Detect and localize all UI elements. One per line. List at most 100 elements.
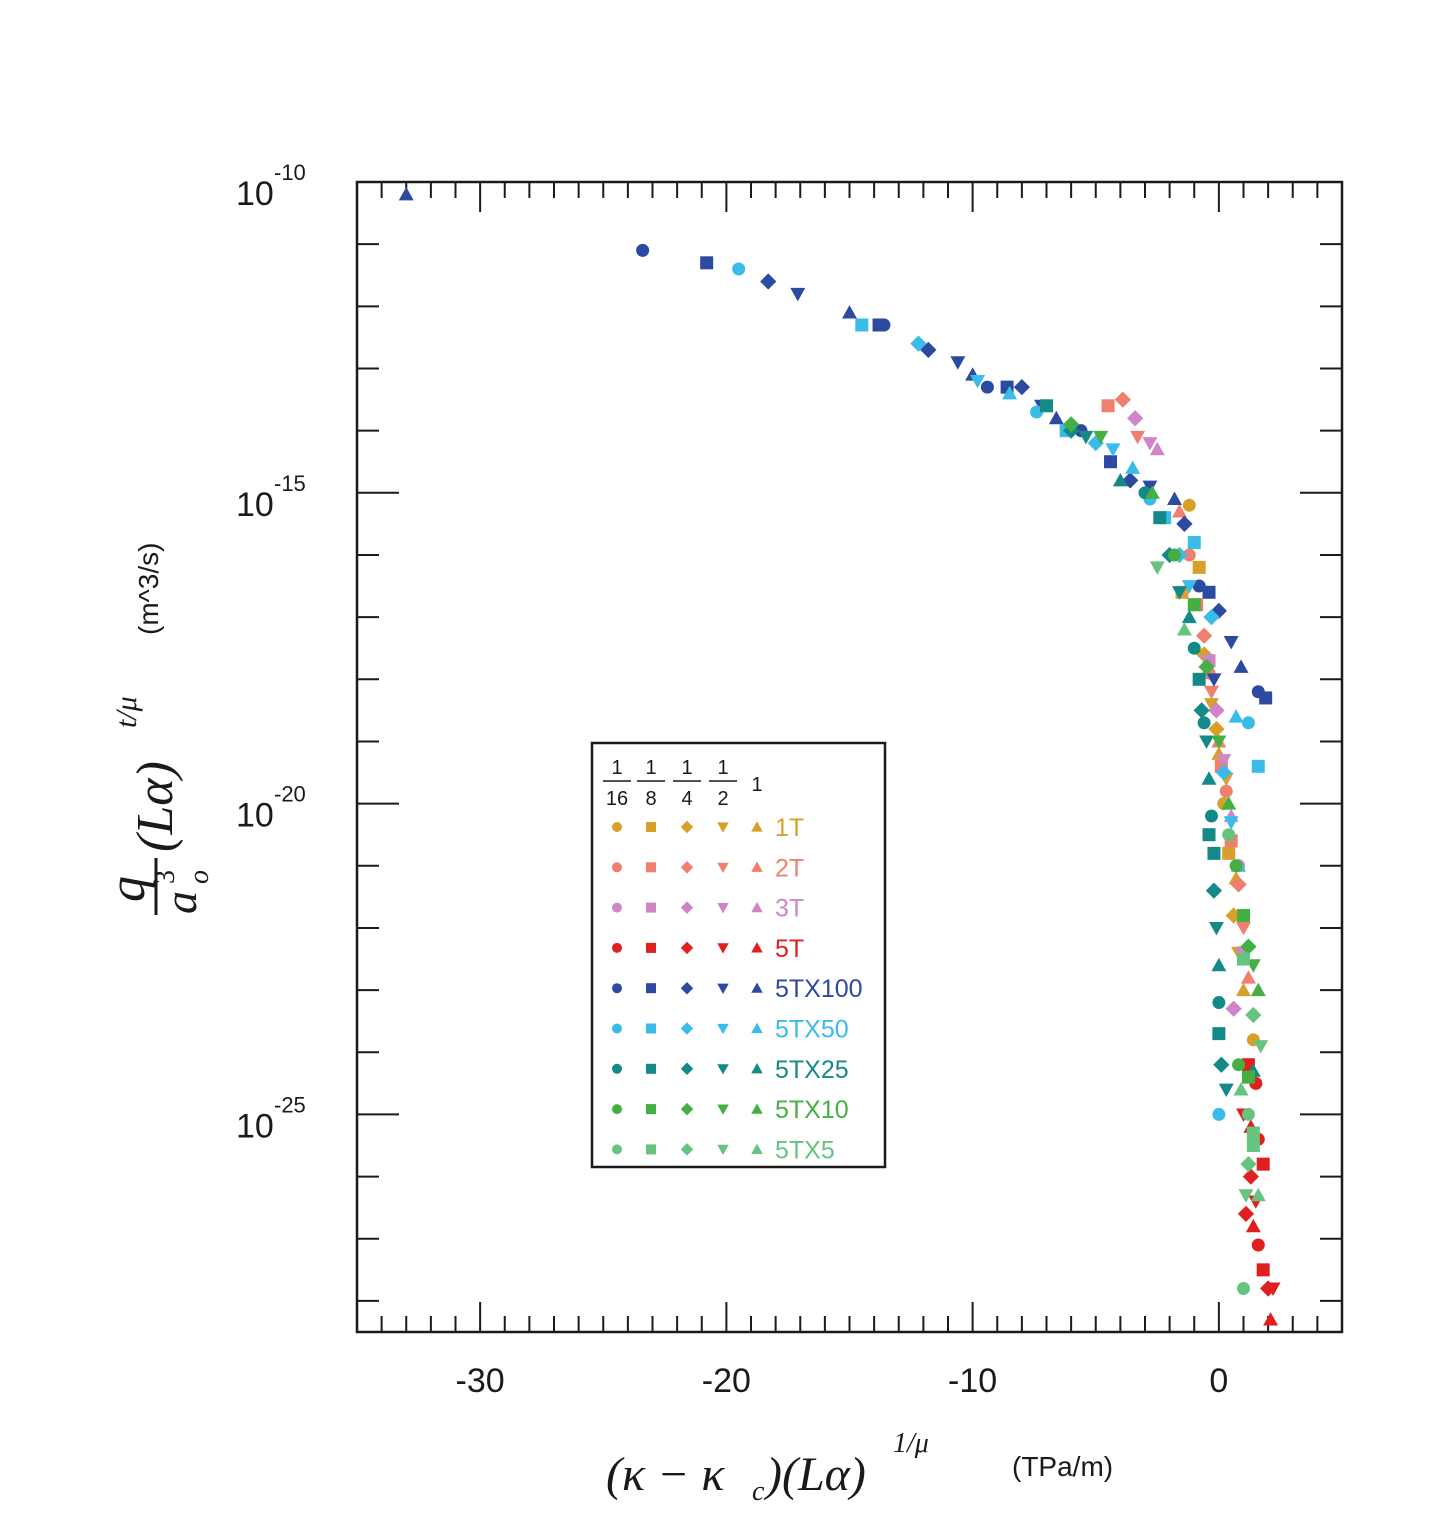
data-point xyxy=(1181,580,1197,594)
data-point xyxy=(1241,1070,1255,1084)
legend-entry: 1T xyxy=(612,814,804,842)
data-point xyxy=(1240,938,1257,955)
data-point xyxy=(1208,720,1225,738)
series-5TX100 xyxy=(398,186,1273,705)
legend-marker xyxy=(680,861,694,874)
legend-marker xyxy=(646,822,656,832)
legend-entry: 5TX10 xyxy=(612,1096,849,1124)
data-point xyxy=(1187,641,1201,655)
x-axis-label: (κ − κ c )(Lα) 1/μ (TPa/m) xyxy=(606,1428,1113,1507)
data-point xyxy=(980,380,994,394)
data-point xyxy=(1063,416,1080,433)
data-point xyxy=(1240,1156,1257,1173)
data-point xyxy=(1172,503,1187,518)
series-5T xyxy=(1236,1058,1281,1326)
data-point xyxy=(1167,491,1183,506)
data-point xyxy=(1259,691,1273,705)
data-point xyxy=(1202,828,1216,842)
legend-label: 1T xyxy=(775,814,804,842)
legend-label: 5TX25 xyxy=(775,1056,849,1084)
data-point xyxy=(1202,585,1216,599)
legend-marker xyxy=(717,1104,729,1115)
legend-marker xyxy=(612,862,622,873)
data-point xyxy=(1237,1205,1255,1223)
data-point xyxy=(636,243,650,257)
data-point xyxy=(1205,882,1223,899)
legend-marker xyxy=(751,861,763,872)
legend-marker xyxy=(751,942,763,953)
legend-entry: 2T xyxy=(612,854,804,882)
data-point xyxy=(1251,1238,1265,1252)
y-label-a-sup: 3 xyxy=(150,870,181,884)
series-5TX10 xyxy=(1063,416,1266,1084)
data-point xyxy=(1112,472,1128,487)
legend-marker xyxy=(680,820,694,834)
data-point xyxy=(1130,430,1146,445)
y-label-sup: t/μ xyxy=(110,696,143,728)
y-tick-label: 10 xyxy=(236,797,274,835)
data-point xyxy=(1230,876,1247,893)
legend-marker xyxy=(751,901,763,913)
legend-marker xyxy=(612,1023,622,1034)
data-points xyxy=(398,186,1281,1326)
data-point xyxy=(1221,796,1237,810)
legend-marker xyxy=(612,1104,622,1115)
data-point xyxy=(1198,658,1215,675)
data-point xyxy=(1251,759,1265,773)
x-tick-label: -10 xyxy=(948,1362,997,1400)
data-point xyxy=(1256,1263,1270,1277)
x-axis: -30 -20 -10 0 xyxy=(356,182,1343,1400)
data-point xyxy=(1201,771,1217,785)
x-label-part1: (κ − κ xyxy=(606,1448,725,1501)
legend-marker xyxy=(717,903,729,914)
legend-marker xyxy=(717,943,729,954)
y-tick-exponent: -15 xyxy=(274,471,306,496)
legend-label: 5TX10 xyxy=(775,1096,849,1124)
y-label-q: q xyxy=(99,876,156,902)
data-point xyxy=(1223,636,1239,650)
data-point xyxy=(872,318,886,332)
legend-marker xyxy=(680,941,694,955)
data-point xyxy=(1237,1281,1250,1295)
data-point xyxy=(1228,709,1244,723)
data-point xyxy=(950,356,966,370)
data-point xyxy=(855,318,869,332)
data-point xyxy=(760,273,777,290)
legend-marker xyxy=(612,942,622,953)
x-tick-label: -20 xyxy=(702,1362,751,1400)
legend-marker xyxy=(612,822,622,832)
data-point xyxy=(1241,1107,1255,1121)
data-point xyxy=(1211,957,1227,972)
data-point xyxy=(1114,391,1131,408)
y-tick-label: 10 xyxy=(236,1107,274,1145)
data-point xyxy=(1176,622,1192,636)
legend-label: 5TX5 xyxy=(775,1136,835,1164)
data-point xyxy=(1203,609,1220,626)
data-point xyxy=(1149,441,1165,456)
legend-marker xyxy=(717,822,729,833)
data-point xyxy=(1187,598,1201,612)
data-point xyxy=(1213,1056,1230,1073)
legend-marker xyxy=(646,862,656,873)
data-point xyxy=(1215,764,1232,781)
legend-entry: 5TX25 xyxy=(612,1056,849,1084)
data-point xyxy=(1222,846,1236,860)
data-point xyxy=(1142,480,1158,495)
data-point xyxy=(1204,809,1218,823)
data-point xyxy=(1176,515,1193,533)
legend-label: 2T xyxy=(775,854,804,882)
legend-marker xyxy=(680,1062,694,1076)
x-tick-label: -30 xyxy=(456,1362,505,1400)
legend-label: 3T xyxy=(775,895,804,923)
legend-fraction-denominator: 8 xyxy=(645,788,656,810)
data-point xyxy=(1193,702,1210,719)
legend-marker xyxy=(751,1103,763,1114)
data-point xyxy=(1212,1027,1226,1041)
y-tick-label: 10 xyxy=(236,175,274,213)
data-point xyxy=(1232,1058,1246,1072)
data-point xyxy=(1195,627,1213,644)
legend-rows: 1T 2T 3T 5T 5TX100 5TX50 5TX25 5TX10 5TX5 xyxy=(612,814,863,1164)
legend-fraction-denominator: 4 xyxy=(681,788,692,810)
data-point xyxy=(1212,1107,1226,1121)
